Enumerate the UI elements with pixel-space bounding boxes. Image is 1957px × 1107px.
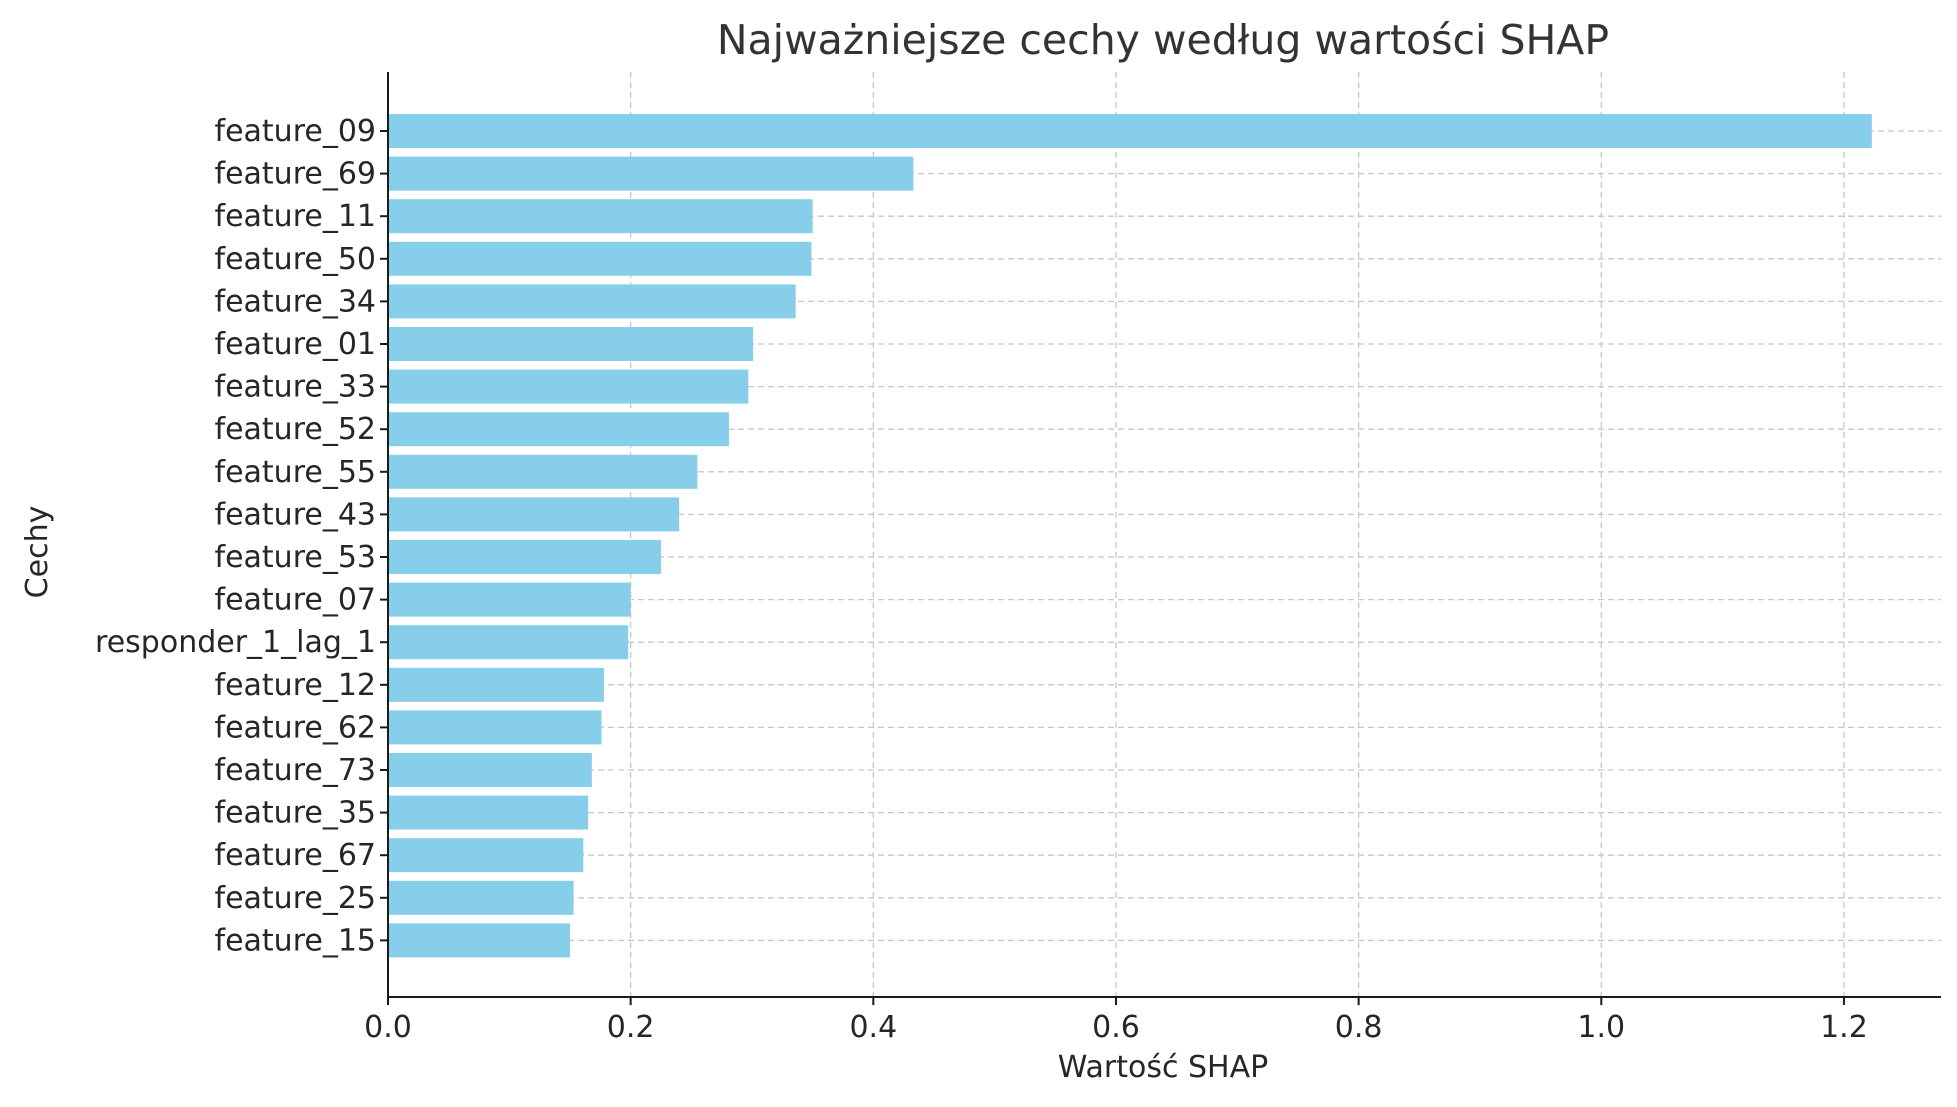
bar-feature_09 <box>388 114 1872 148</box>
bar-feature_55 <box>388 454 698 489</box>
x-tick-label: 0.4 <box>849 1010 897 1045</box>
bar-feature_52 <box>388 412 729 447</box>
y-tick-label: responder_1_lag_1 <box>95 625 376 660</box>
bar-feature_69 <box>388 156 914 191</box>
y-tick-label: feature_34 <box>215 284 376 319</box>
x-tick-label: 0.2 <box>607 1010 655 1045</box>
bar-feature_35 <box>388 795 589 830</box>
bar-feature_34 <box>388 284 796 319</box>
x-axis-label: Wartość SHAP <box>1058 1050 1268 1085</box>
x-tick-label: 0.8 <box>1335 1010 1383 1045</box>
x-tick-label: 0.6 <box>1092 1010 1140 1045</box>
bar-feature_53 <box>388 540 661 574</box>
ticks-layer: 0.0 0.2 0.4 0.6 0.8 1.0 1.2 feature_09 feature_6… <box>95 114 1868 1045</box>
bar-feature_01 <box>388 327 754 361</box>
y-tick-label: feature_69 <box>215 157 376 192</box>
y-tick-label: feature_11 <box>215 199 376 234</box>
bar-feature_11 <box>388 199 813 234</box>
bar-feature_73 <box>388 753 592 787</box>
x-tick-label: 1.2 <box>1820 1010 1868 1045</box>
x-tick-label: 0.0 <box>364 1010 412 1045</box>
bar-feature_25 <box>388 880 574 915</box>
y-tick-label: feature_52 <box>215 412 376 447</box>
axes-layer <box>387 72 1941 998</box>
y-tick-label: feature_09 <box>215 114 376 149</box>
y-axis-label: Cechy <box>20 506 55 599</box>
bar-feature_43 <box>388 497 680 532</box>
grid-layer <box>387 72 1941 997</box>
y-tick-label: feature_15 <box>215 923 376 958</box>
y-tick-label: feature_43 <box>215 497 376 532</box>
y-tick-label: feature_33 <box>215 370 376 405</box>
y-tick-label: feature_12 <box>215 668 376 703</box>
y-tick-label: feature_01 <box>215 327 376 362</box>
y-tick-label: feature_55 <box>215 455 376 490</box>
bar-feature_67 <box>388 838 584 873</box>
y-tick-label: feature_62 <box>215 710 376 745</box>
x-tick-label: 1.0 <box>1577 1010 1625 1045</box>
y-tick-label: feature_25 <box>215 881 376 916</box>
bar-feature_33 <box>388 369 749 404</box>
bar-responder_1_lag_1 <box>388 625 629 660</box>
y-tick-label: feature_73 <box>215 753 376 788</box>
bar-feature_07 <box>388 582 631 617</box>
y-tick-label: feature_53 <box>215 540 376 575</box>
y-tick-label: feature_07 <box>215 583 376 618</box>
y-tick-label: feature_67 <box>215 838 376 873</box>
bar-feature_50 <box>388 241 812 276</box>
chart-title: Najważniejsze cechy według wartości SHAP <box>717 16 1609 64</box>
bar-feature_62 <box>388 710 602 745</box>
y-tick-label: feature_50 <box>215 242 376 277</box>
y-tick-label: feature_35 <box>215 796 376 831</box>
bars-layer <box>388 114 1872 958</box>
bar-feature_15 <box>388 923 570 958</box>
bar-feature_12 <box>388 667 604 702</box>
